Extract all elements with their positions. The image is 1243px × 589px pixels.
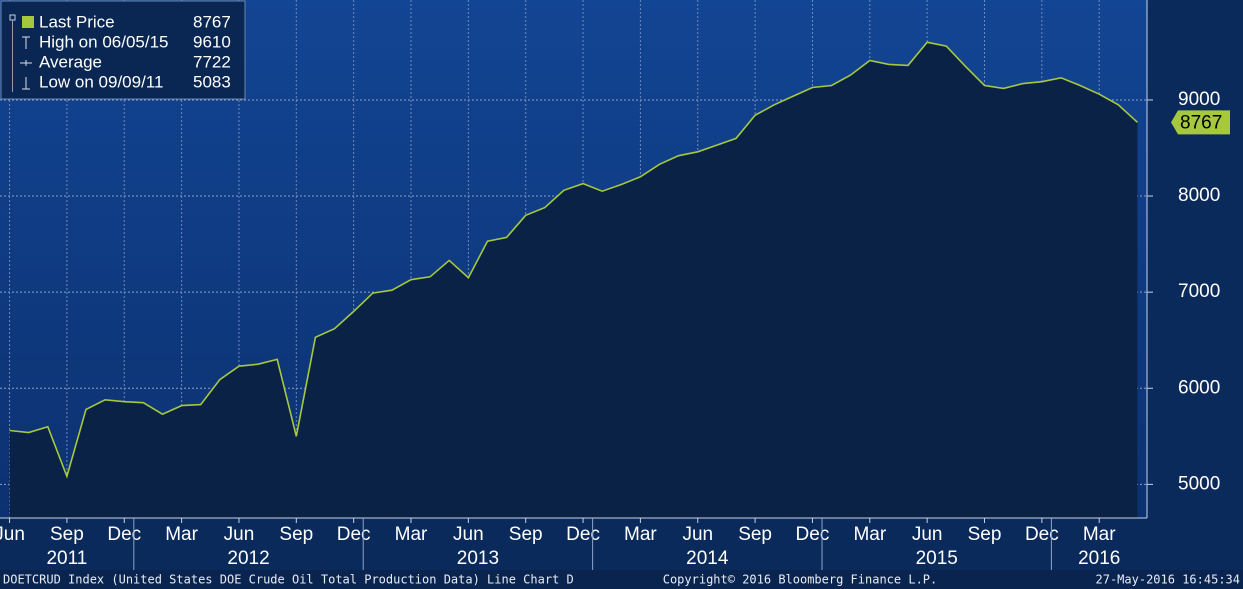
x-tick-label: Dec [566, 524, 600, 545]
x-tick-label: Jun [453, 524, 484, 545]
x-tick-label: Sep [968, 524, 1002, 545]
x-tick-label: Mar [395, 524, 428, 545]
legend-icon [20, 60, 32, 66]
x-tick-label: Dec [1025, 524, 1059, 545]
legend-box [0, 0, 246, 100]
footer-center: Copyright© 2016 Bloomberg Finance L.P. [663, 573, 938, 587]
legend-value: 9610 [193, 32, 231, 51]
x-tick-label: Dec [337, 524, 371, 545]
legend-icon [22, 77, 30, 90]
x-tick-label: Jun [0, 524, 25, 545]
x-tick-label: Mar [853, 524, 886, 545]
x-tick-label: Jun [682, 524, 713, 545]
axis-panel [1147, 0, 1243, 518]
x-tick-label: Mar [624, 524, 657, 545]
x-tick-label: Sep [738, 524, 772, 545]
x-tick-label: Sep [50, 524, 84, 545]
x-tick-label: Dec [796, 524, 830, 545]
year-label: 2013 [457, 548, 499, 569]
x-tick-label: Mar [1083, 524, 1116, 545]
y-tick-label: 7000 [1178, 281, 1220, 302]
footer-left: DOETCRUD Index (United States DOE Crude … [3, 573, 574, 587]
legend-value: 8767 [193, 12, 231, 31]
year-label: 2015 [916, 548, 958, 569]
legend: Last Price 8767 High on 06/05/15 9610 Av… [0, 0, 246, 100]
legend-label: Last Price [39, 12, 115, 31]
legend-label: Low on 09/09/11 [39, 72, 163, 91]
x-tick-label: Mar [165, 524, 198, 545]
legend-value: 5083 [193, 72, 231, 91]
x-tick-label: Jun [224, 524, 255, 545]
year-label: 2012 [227, 548, 269, 569]
area [9, 42, 1138, 519]
price-line [9, 41, 1138, 479]
y-tick-label: 9000 [1178, 89, 1220, 110]
year-label: 2014 [686, 548, 729, 569]
year-label: 2016 [1078, 548, 1120, 569]
y-tick-label: 6000 [1178, 377, 1220, 398]
legend-label: Average [39, 52, 102, 71]
x-tick-label: Dec [107, 524, 141, 545]
x-tick-label: Sep [279, 524, 313, 545]
y-tick-label: 8000 [1178, 185, 1220, 206]
legend-label: High on 06/05/15 [39, 32, 169, 51]
last-price-label: 8767 [1180, 112, 1222, 133]
y-tick-label: 5000 [1178, 473, 1220, 494]
year-label: 2011 [46, 548, 87, 569]
footer-bar [0, 570, 1243, 589]
legend-value: 7722 [193, 52, 231, 71]
x-tick-label: Jun [912, 524, 943, 545]
legend-swatch [22, 16, 34, 28]
x-axis-panel [0, 518, 1243, 570]
legend-icon [22, 36, 30, 49]
last-price-tag [1171, 110, 1230, 135]
x-tick-label: Sep [509, 524, 543, 545]
footer-right: 27-May-2016 16:45:34 [1096, 573, 1241, 587]
